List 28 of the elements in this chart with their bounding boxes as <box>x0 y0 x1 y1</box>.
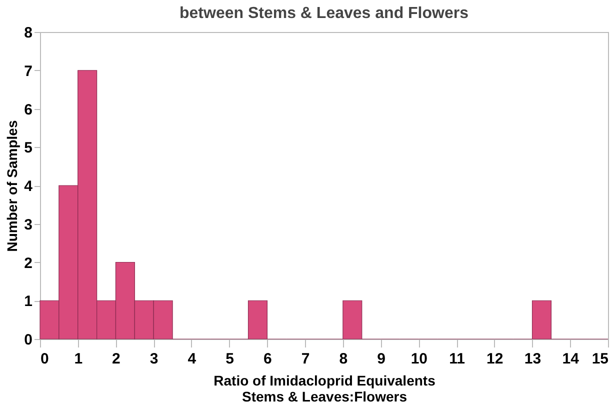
y-tick-label: 2 <box>24 254 32 272</box>
x-tick-label: 9 <box>377 350 386 368</box>
x-tick-label: 6 <box>264 350 272 368</box>
y-tick-label: 5 <box>24 140 32 157</box>
y-tick-label: 1 <box>24 293 32 310</box>
x-tick-label: 3 <box>150 350 158 368</box>
x-tick-label: 7 <box>301 350 310 368</box>
x-tick-label: 0 <box>40 350 49 368</box>
x-tick-label: 1 <box>74 350 83 368</box>
x-tick-label: 13 <box>524 350 542 368</box>
y-tick-label: 7 <box>24 62 32 80</box>
y-tick-label: 3 <box>24 216 32 234</box>
y-tick-label: 6 <box>24 101 32 118</box>
x-tick-label: 4 <box>188 350 197 368</box>
x-tick-label: 14 <box>562 350 580 368</box>
x-axis-title: Ratio of Imidacloprid Equivalents Stems & Leaves:Flowers <box>214 372 436 404</box>
x-tick-label: 2 <box>112 350 120 368</box>
x-tick-label: 5 <box>226 350 234 368</box>
x-tick-label: 8 <box>339 350 348 368</box>
x-tick-label: 15 <box>592 350 608 368</box>
y-tick-label: 4 <box>24 178 34 195</box>
y-tick-label: 0 <box>24 332 32 348</box>
x-tick-label: 12 <box>486 350 504 368</box>
chart-title: between Stems & Leaves and Flowers <box>180 5 469 22</box>
y-axis-title: Number of Samples <box>4 120 20 252</box>
y-tick-label: 8 <box>24 24 32 42</box>
x-tick-label: 10 <box>410 350 428 368</box>
x-tick-label: 11 <box>449 350 465 368</box>
